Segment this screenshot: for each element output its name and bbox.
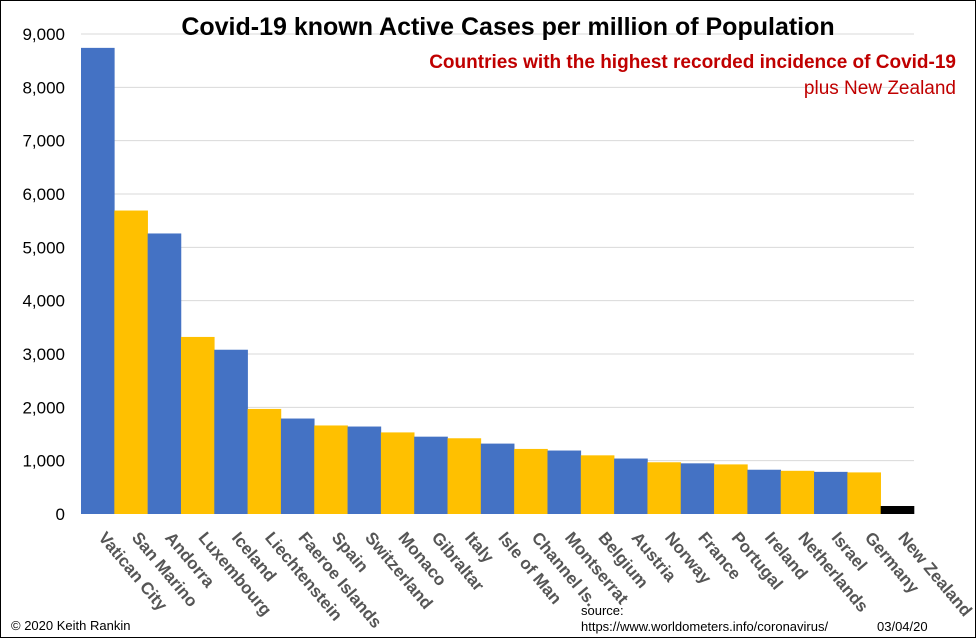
y-tick-label: 0: [56, 505, 65, 524]
bar-italy: [447, 438, 482, 514]
bar-faeroe-islands: [280, 418, 315, 514]
bar-austria: [614, 458, 648, 514]
bar-netherlands: [780, 470, 815, 514]
y-axis-ticks: 0 1,000 2,000 3,000 4,000 5,000 6,000 7,000 8,00…: [22, 25, 65, 524]
bar-israel: [814, 471, 848, 514]
bar-luxembourg: [180, 336, 215, 514]
bar-new-zealand: [880, 506, 915, 514]
bar-san-marino: [114, 210, 148, 515]
copyright-text: © 2020 Keith Rankin: [11, 618, 130, 633]
y-tick-label: 7,000: [22, 132, 65, 151]
y-tick-label: 3,000: [22, 345, 65, 364]
bar-isle-of-man: [480, 443, 515, 514]
bar-norway: [647, 462, 682, 514]
bar-montserrat: [547, 450, 582, 514]
y-tick-label: 1,000: [22, 452, 65, 471]
y-tick-label: 2,000: [22, 398, 65, 417]
bar-switzerland: [347, 426, 382, 514]
bar-belgium: [580, 455, 615, 514]
chart-title: Covid-19 known Active Cases per million …: [181, 13, 834, 41]
bar-portugal: [714, 464, 748, 514]
bar-spain: [314, 425, 348, 514]
y-tick-label: 5,000: [22, 238, 65, 257]
bar-channel-is: [514, 448, 548, 514]
bar-monaco: [380, 432, 415, 514]
y-tick-label: 4,000: [22, 292, 65, 311]
source-url: https://www.worldometers.info/coronaviru…: [581, 619, 828, 634]
chart-subtitle-2: plus New Zealand: [804, 78, 956, 99]
bar-iceland: [214, 349, 248, 514]
y-tick-label: 9,000: [22, 25, 65, 44]
y-tick-label: 8,000: [22, 78, 65, 97]
bars: [81, 47, 915, 515]
bar-france: [680, 463, 715, 514]
bar-gibraltar: [414, 436, 448, 514]
date-text: 03/04/20: [877, 619, 928, 634]
bar-germany: [847, 472, 881, 514]
y-tick-label: 6,000: [22, 185, 65, 204]
bar-liechtenstein: [247, 408, 282, 514]
chart-subtitle: Countries with the highest recorded inci…: [429, 52, 956, 73]
bar-ireland: [747, 469, 782, 514]
bar-vatican-city: [81, 47, 115, 514]
bar-andorra: [147, 233, 182, 514]
source-label: source:: [581, 603, 624, 618]
